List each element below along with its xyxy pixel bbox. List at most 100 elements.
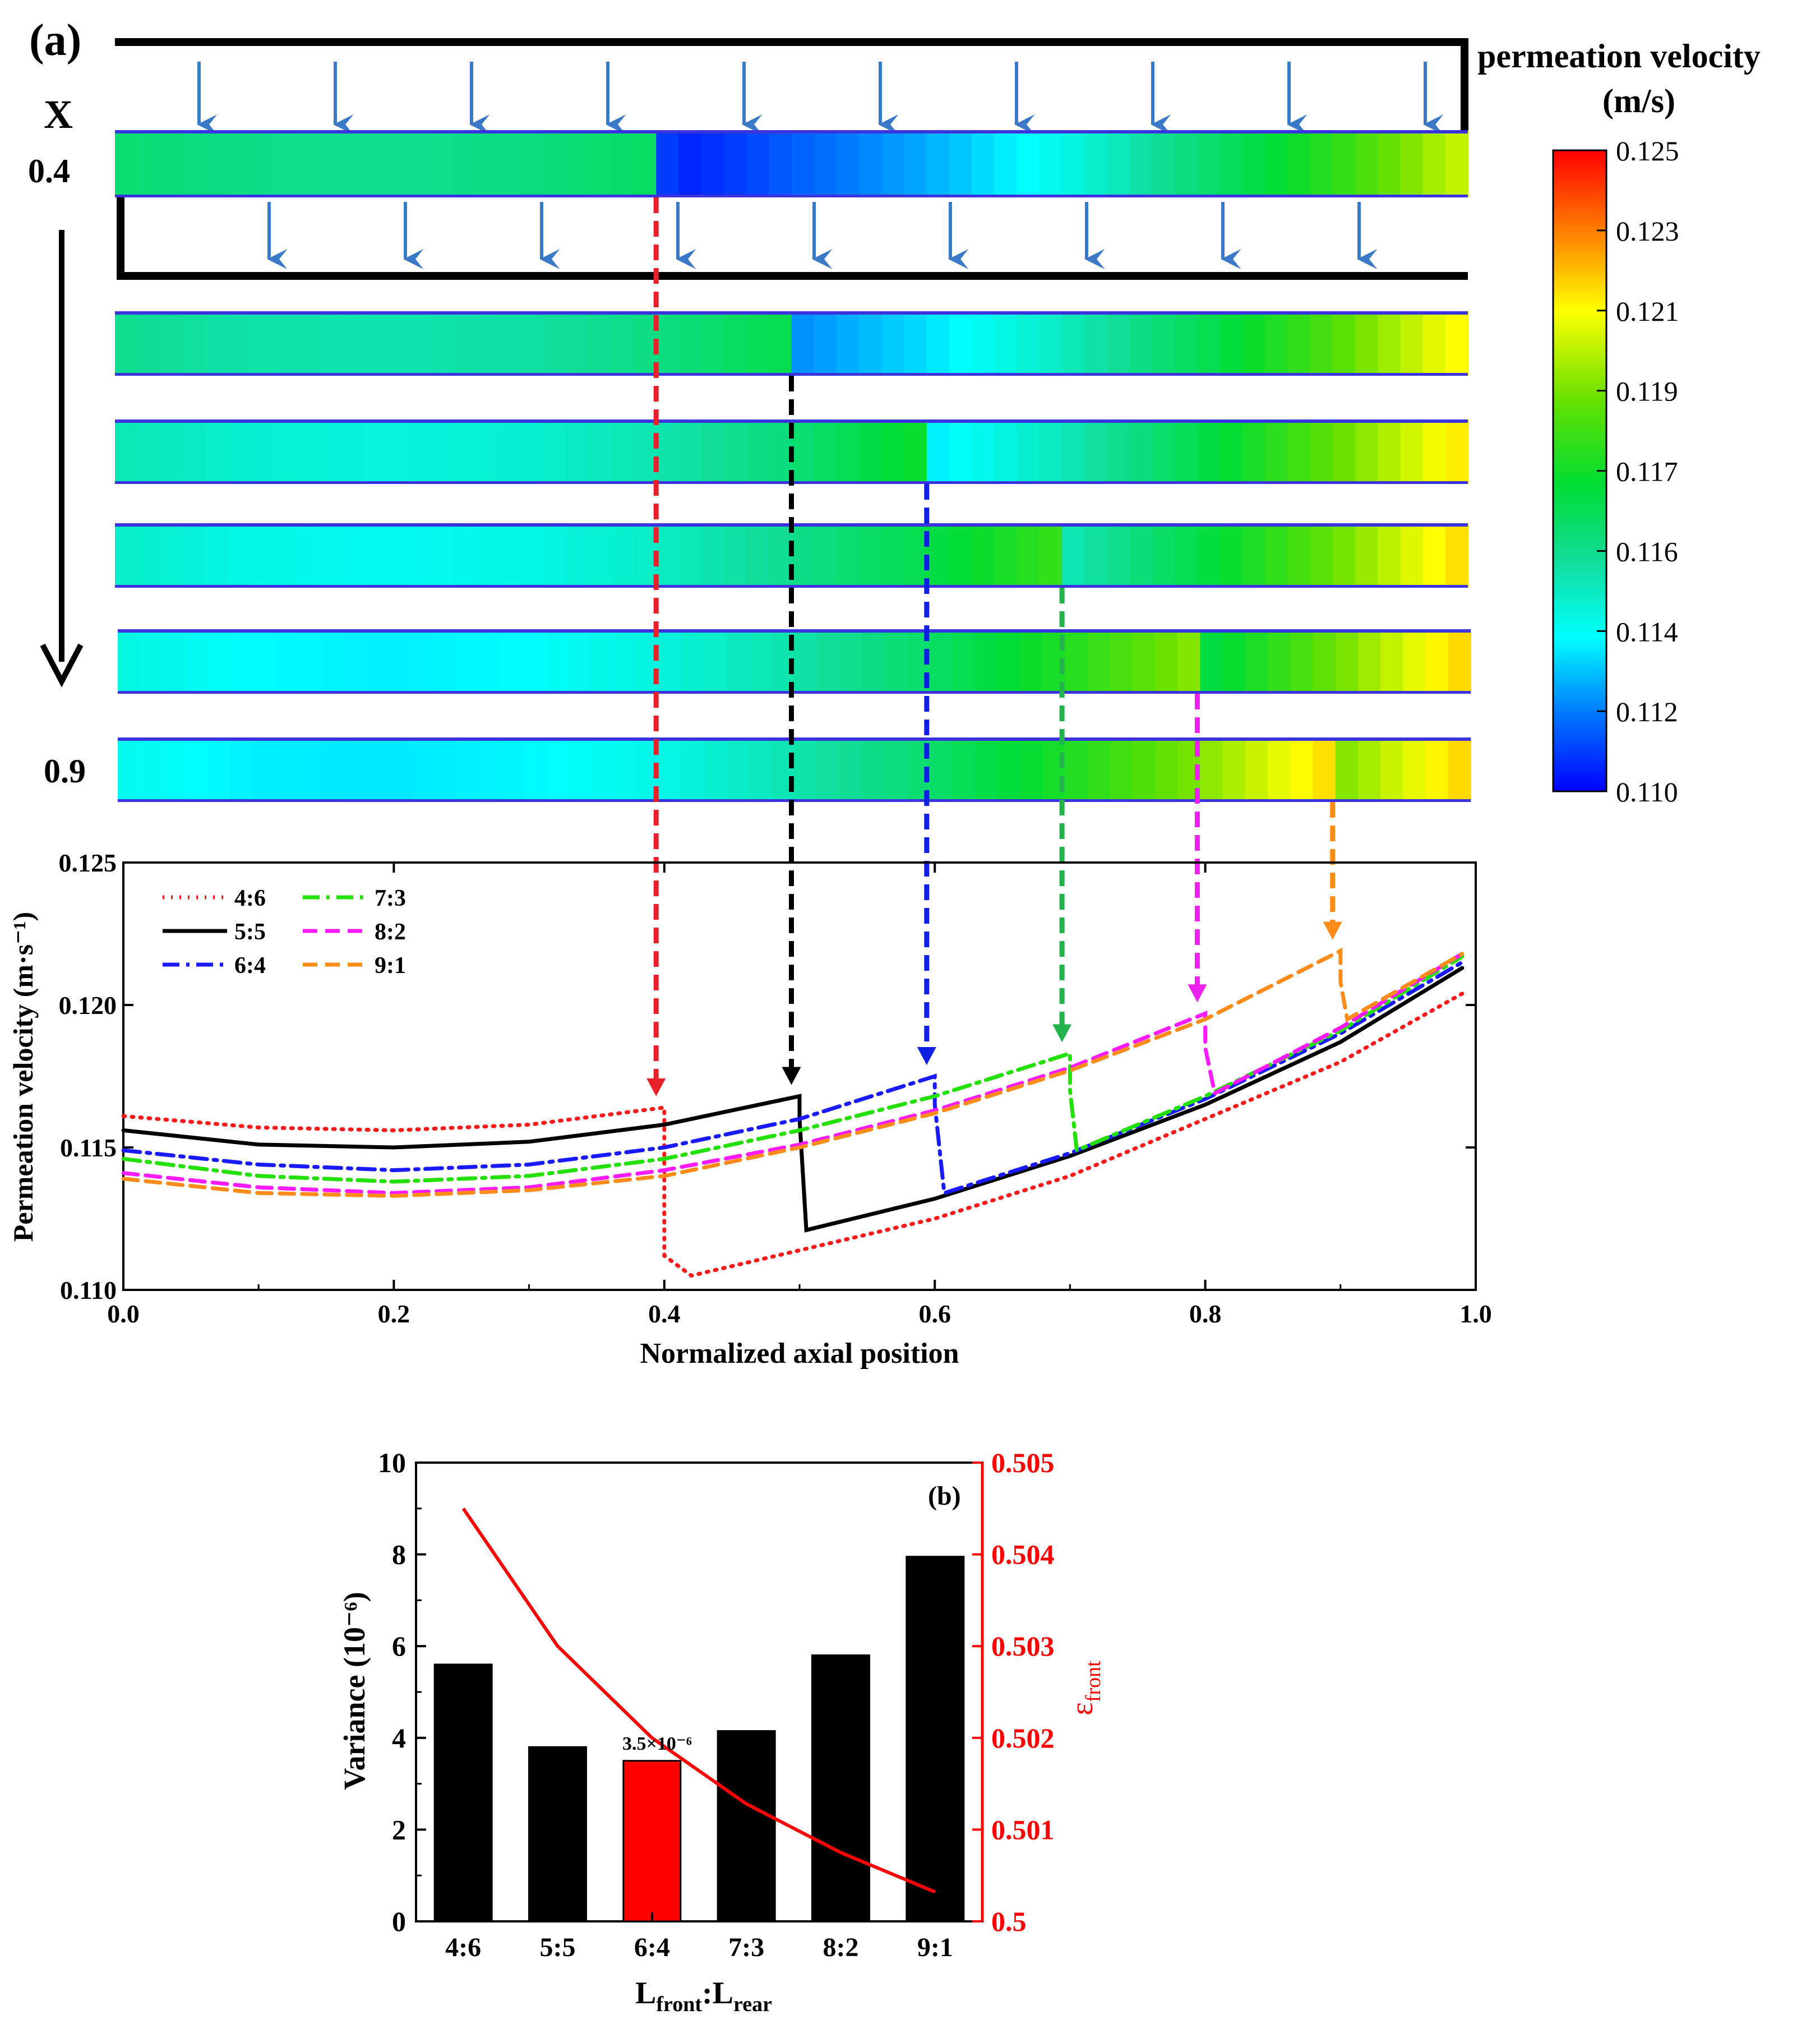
strip-cell xyxy=(385,130,409,197)
strip-cell xyxy=(701,523,724,588)
velocity-strips xyxy=(115,130,1471,802)
xlabel-sub1: front xyxy=(656,1993,702,2016)
strip-cell xyxy=(769,130,792,197)
bar-6:4 xyxy=(622,1760,682,1922)
strip-4:6 xyxy=(115,130,1468,197)
strip-cell xyxy=(1107,311,1130,376)
strip-cell xyxy=(546,629,570,694)
strip-cell xyxy=(859,419,883,484)
strip-cell xyxy=(949,311,973,376)
strip-cell xyxy=(1400,311,1424,376)
strip-cell xyxy=(228,130,251,197)
strip-cell xyxy=(520,311,544,376)
bar-y-tick-label: 4 xyxy=(392,1722,406,1754)
strip-cell xyxy=(1152,311,1176,376)
strip-cell xyxy=(862,629,885,694)
strip-cell xyxy=(746,311,770,376)
strip-cell xyxy=(253,629,276,694)
strip-cell xyxy=(566,523,589,588)
strip-cell xyxy=(431,130,454,197)
strip-cell xyxy=(1265,523,1288,588)
strip-cell xyxy=(295,523,318,588)
legend-label: 5:5 xyxy=(234,919,266,945)
strip-cell xyxy=(498,311,521,376)
strip-cell xyxy=(1287,419,1311,484)
strip-cell xyxy=(205,130,229,197)
strip-cell xyxy=(681,629,705,694)
strip-cell xyxy=(1242,419,1266,484)
strip-cell xyxy=(1152,130,1176,197)
strip-5:5 xyxy=(115,311,1468,376)
strip-cell xyxy=(1197,523,1221,588)
panel-b-label: (b) xyxy=(928,1481,961,1511)
strip-cell xyxy=(1355,311,1379,376)
strip-cell xyxy=(769,523,792,588)
strip-cell xyxy=(1400,130,1424,197)
strip-cell xyxy=(791,311,815,376)
strip-cell xyxy=(1245,629,1269,694)
strip-cell xyxy=(814,523,837,588)
strip-cell xyxy=(343,629,367,694)
strip-cell xyxy=(1065,737,1088,802)
strip-cell xyxy=(1332,311,1356,376)
strip-cell xyxy=(1152,523,1176,588)
strip-cell xyxy=(723,311,747,376)
strip-cell xyxy=(320,629,344,694)
strip-cell xyxy=(1422,419,1446,484)
strip-cell xyxy=(1378,130,1401,197)
strip-cell xyxy=(791,419,815,484)
colorbar-tick-label: 0.110 xyxy=(1616,776,1678,808)
strip-cell xyxy=(205,523,229,588)
x-start-label: 0.4 xyxy=(28,153,70,190)
strip-cell xyxy=(456,737,479,802)
strip-cell xyxy=(972,523,995,588)
strip-cell xyxy=(408,311,432,376)
strip-cell xyxy=(904,419,927,484)
strip-cell xyxy=(431,311,454,376)
strip-cell xyxy=(1152,419,1176,484)
x-tick-label: 1.0 xyxy=(1459,1299,1492,1328)
strip-cell xyxy=(228,419,251,484)
strip-cell xyxy=(678,130,702,197)
strip-cell xyxy=(275,737,299,802)
strip-cell xyxy=(543,130,567,197)
strip-cell xyxy=(972,419,995,484)
strip-cell xyxy=(633,419,657,484)
strip-cell xyxy=(475,130,499,197)
strip-cell xyxy=(994,130,1018,197)
strip-cell xyxy=(1310,419,1333,484)
strip-cell xyxy=(926,311,950,376)
strip-cell xyxy=(182,419,206,484)
strip-cell xyxy=(656,419,680,484)
strip-cell xyxy=(1355,523,1379,588)
strip-8:2 xyxy=(118,629,1471,694)
bar-y2-tick-label: 0.504 xyxy=(991,1539,1055,1570)
strip-cell xyxy=(881,130,905,197)
strip-cell xyxy=(1222,737,1246,802)
strip-cell xyxy=(613,737,637,802)
strip-cell xyxy=(929,737,953,802)
strip-cell xyxy=(566,311,589,376)
strip-top-edge xyxy=(115,311,1468,315)
strip-cell xyxy=(1403,737,1426,802)
strip-cell xyxy=(1220,419,1243,484)
bar-annotation: 3.5×10⁻⁶ xyxy=(622,1733,692,1754)
flow-arrows-top xyxy=(197,62,1444,135)
strip-cell xyxy=(1110,737,1133,802)
strip-cell xyxy=(611,311,634,376)
strip-bottom-edge xyxy=(115,373,1468,376)
strip-cell xyxy=(388,737,412,802)
strip-cell xyxy=(228,523,251,588)
colorbar-ticks: 0.125 0.123 0.121 0.119 0.117 0.116 0.114 0.112… xyxy=(1597,135,1679,808)
strip-cell xyxy=(591,629,615,694)
strip-cell xyxy=(772,737,795,802)
strip-cell xyxy=(1062,311,1085,376)
bar-5:5 xyxy=(528,1746,587,1922)
strip-cell xyxy=(298,737,321,802)
strip-cell xyxy=(1448,629,1471,694)
strip-cell xyxy=(543,523,567,588)
strip-cell xyxy=(926,130,950,197)
strip-cell xyxy=(726,737,750,802)
strip-cell xyxy=(1084,311,1108,376)
strip-cell xyxy=(749,737,773,802)
